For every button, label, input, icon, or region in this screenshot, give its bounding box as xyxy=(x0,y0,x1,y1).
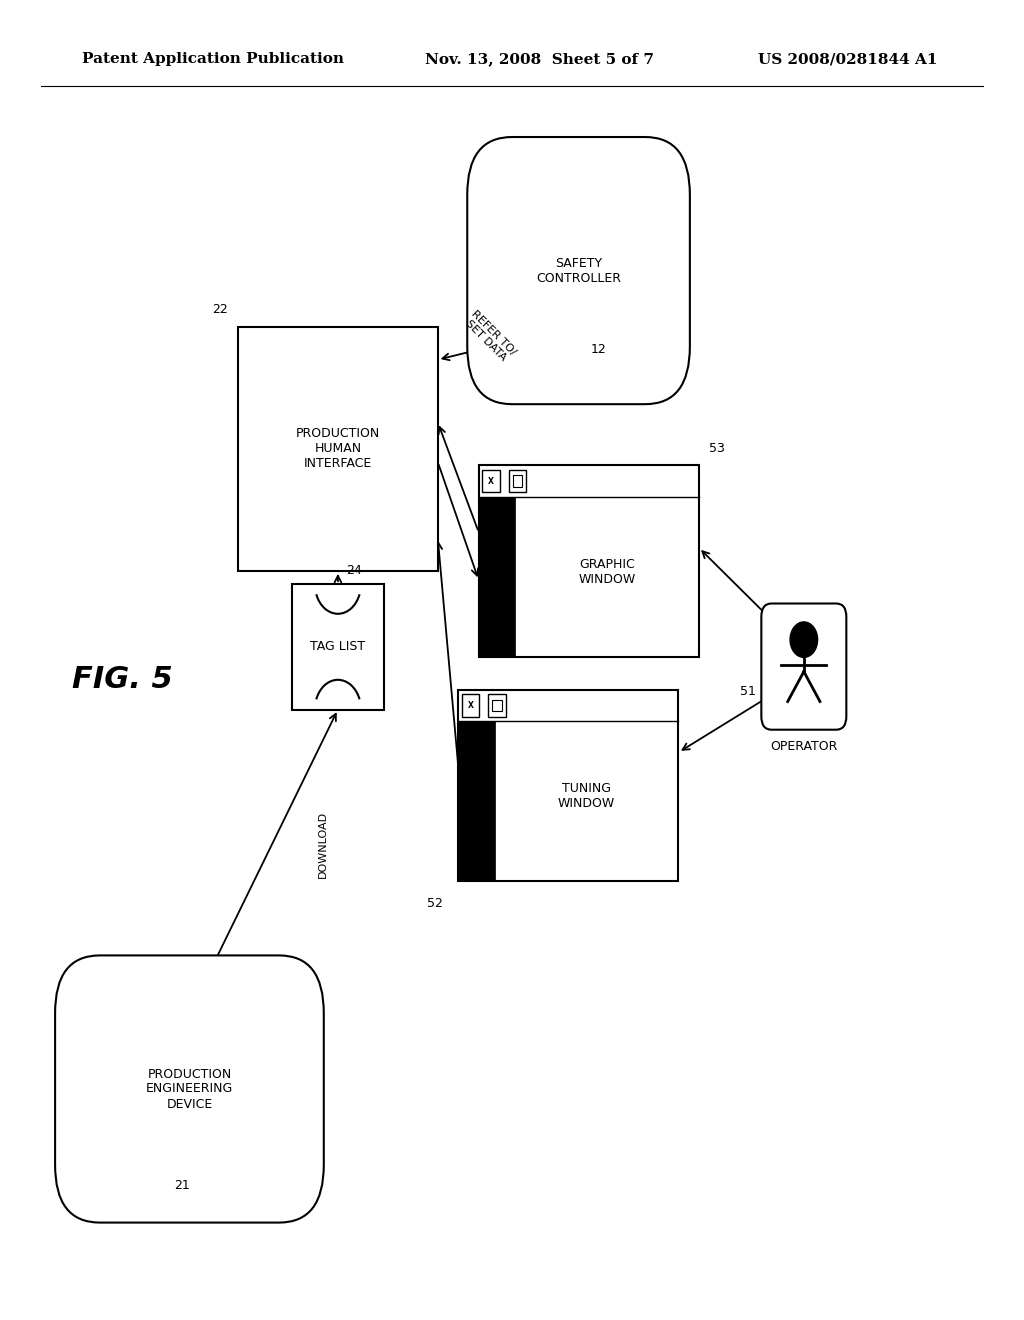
Text: 12: 12 xyxy=(591,343,606,356)
Text: TAG LIST: TAG LIST xyxy=(310,640,366,653)
Bar xyxy=(238,327,438,570)
Text: FIG. 5: FIG. 5 xyxy=(72,665,172,694)
Bar xyxy=(482,470,500,492)
Bar xyxy=(493,700,502,711)
Text: GRAPHIC
WINDOW: GRAPHIC WINDOW xyxy=(579,557,636,586)
Bar xyxy=(478,465,698,657)
Text: X: X xyxy=(468,701,473,710)
Circle shape xyxy=(791,622,817,657)
Text: Nov. 13, 2008  Sheet 5 of 7: Nov. 13, 2008 Sheet 5 of 7 xyxy=(425,53,654,66)
Text: 52: 52 xyxy=(427,898,443,909)
Text: TUNING
WINDOW: TUNING WINDOW xyxy=(558,781,615,810)
Text: OPERATOR: OPERATOR xyxy=(770,741,838,754)
Bar xyxy=(513,475,522,487)
Text: DOWNLOAD: DOWNLOAD xyxy=(317,812,328,878)
Text: 22: 22 xyxy=(213,304,228,315)
FancyBboxPatch shape xyxy=(762,603,846,730)
Bar xyxy=(462,694,479,717)
Text: 51: 51 xyxy=(740,685,756,698)
Text: 53: 53 xyxy=(709,442,725,454)
Bar xyxy=(459,721,495,882)
Text: X: X xyxy=(488,477,494,486)
Bar xyxy=(478,496,515,657)
Text: 24: 24 xyxy=(346,565,361,578)
Text: Patent Application Publication: Patent Application Publication xyxy=(82,53,344,66)
Text: 21: 21 xyxy=(174,1179,189,1192)
Text: PRODUCTION
ENGINEERING
DEVICE: PRODUCTION ENGINEERING DEVICE xyxy=(145,1068,233,1110)
Bar xyxy=(488,694,506,717)
FancyBboxPatch shape xyxy=(55,956,324,1222)
Text: SAFETY
CONTROLLER: SAFETY CONTROLLER xyxy=(536,256,622,285)
Bar xyxy=(509,470,526,492)
Bar xyxy=(459,689,679,882)
Bar xyxy=(292,583,384,710)
FancyBboxPatch shape xyxy=(467,137,690,404)
Text: US 2008/0281844 A1: US 2008/0281844 A1 xyxy=(758,53,937,66)
Text: PRODUCTION
HUMAN
INTERFACE: PRODUCTION HUMAN INTERFACE xyxy=(296,428,380,470)
Text: REFER TO/
SET DATA: REFER TO/ SET DATA xyxy=(461,309,518,364)
